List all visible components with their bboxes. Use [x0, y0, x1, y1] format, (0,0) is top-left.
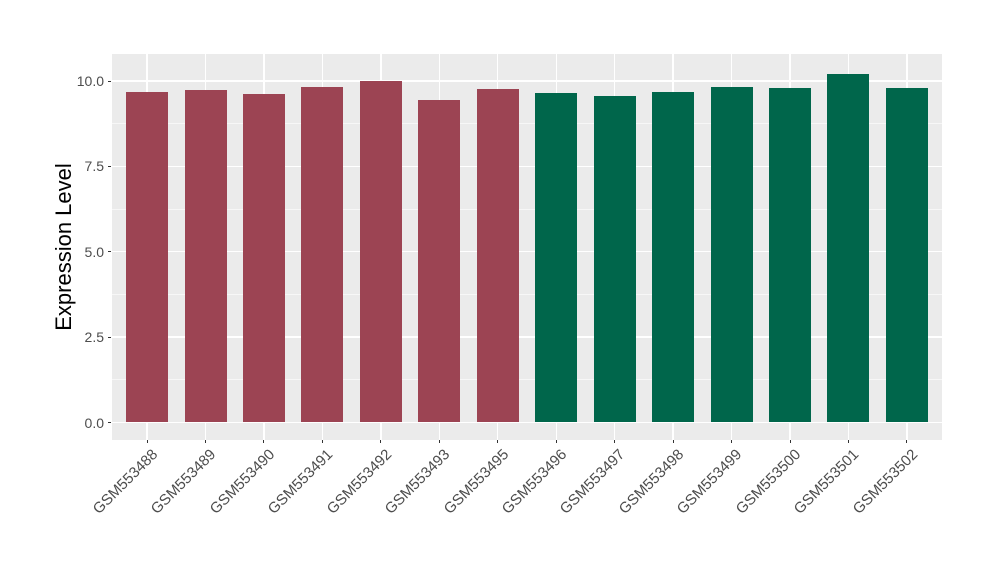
- y-axis-title: Expression Level: [51, 163, 76, 331]
- bar-GSM553491: [301, 87, 344, 423]
- gridline-major-y: [112, 165, 942, 168]
- y-tick-mark: [108, 336, 111, 338]
- x-tick-mark: [906, 440, 908, 443]
- bar-GSM553497: [593, 95, 636, 423]
- y-tick-label: 0.0: [84, 414, 104, 431]
- bar-GSM553498: [652, 92, 695, 423]
- gridline-minor-y: [112, 208, 942, 210]
- gridline-minor-y: [112, 379, 942, 381]
- x-tick-mark: [438, 440, 440, 443]
- x-tick-mark: [380, 440, 382, 443]
- y-tick-label: 5.0: [84, 243, 104, 260]
- x-tick-mark: [789, 440, 791, 443]
- plot-panel: [112, 54, 942, 440]
- y-tick-label: 2.5: [84, 329, 104, 346]
- gridline-major-y: [112, 421, 942, 424]
- x-tick-mark: [263, 440, 265, 443]
- gridline-major-y: [112, 336, 942, 338]
- bar-GSM553492: [359, 81, 402, 423]
- x-tick-mark: [205, 440, 207, 443]
- y-tick-label: 10.0: [76, 73, 104, 89]
- bar-GSM553496: [535, 92, 578, 423]
- x-tick-mark: [672, 440, 674, 443]
- y-tick-mark: [108, 80, 111, 82]
- x-tick-mark: [146, 440, 148, 443]
- bar-GSM553501: [827, 73, 870, 423]
- x-tick-mark: [321, 440, 323, 443]
- x-tick-mark: [614, 440, 616, 443]
- gridline-major-y: [112, 80, 942, 82]
- y-tick-label: 7.5: [84, 158, 104, 175]
- bar-GSM553493: [418, 100, 461, 423]
- gridline-minor-y: [112, 293, 942, 295]
- bar-GSM553502: [885, 87, 928, 423]
- y-tick-mark: [108, 165, 111, 167]
- y-tick-mark: [108, 251, 111, 253]
- x-tick-mark: [497, 440, 499, 443]
- bar-GSM553500: [769, 88, 812, 423]
- bar-GSM553499: [710, 87, 753, 423]
- bar-GSM553490: [242, 94, 285, 423]
- x-tick-mark: [731, 440, 733, 443]
- bar-GSM553495: [476, 89, 519, 423]
- x-tick-mark: [555, 440, 557, 443]
- bar-GSM553488: [126, 92, 169, 423]
- gridline-major-y: [112, 251, 942, 253]
- y-tick-mark: [108, 422, 111, 423]
- x-tick-mark: [847, 440, 849, 443]
- gridline-minor-y: [112, 123, 942, 125]
- bar-GSM553489: [184, 90, 227, 423]
